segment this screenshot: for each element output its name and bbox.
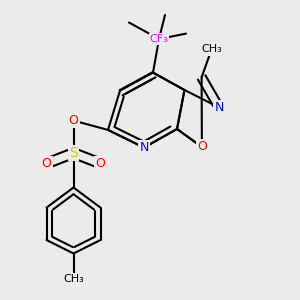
Text: O: O <box>69 114 78 127</box>
Text: N: N <box>139 141 149 154</box>
Text: O: O <box>42 157 51 170</box>
Text: O: O <box>197 140 207 154</box>
Text: CF₃: CF₃ <box>150 34 168 44</box>
Text: N: N <box>214 101 224 114</box>
Text: CH₃: CH₃ <box>63 274 84 284</box>
Text: S: S <box>69 146 78 160</box>
Text: O: O <box>96 157 105 170</box>
Text: CH₃: CH₃ <box>201 44 222 55</box>
